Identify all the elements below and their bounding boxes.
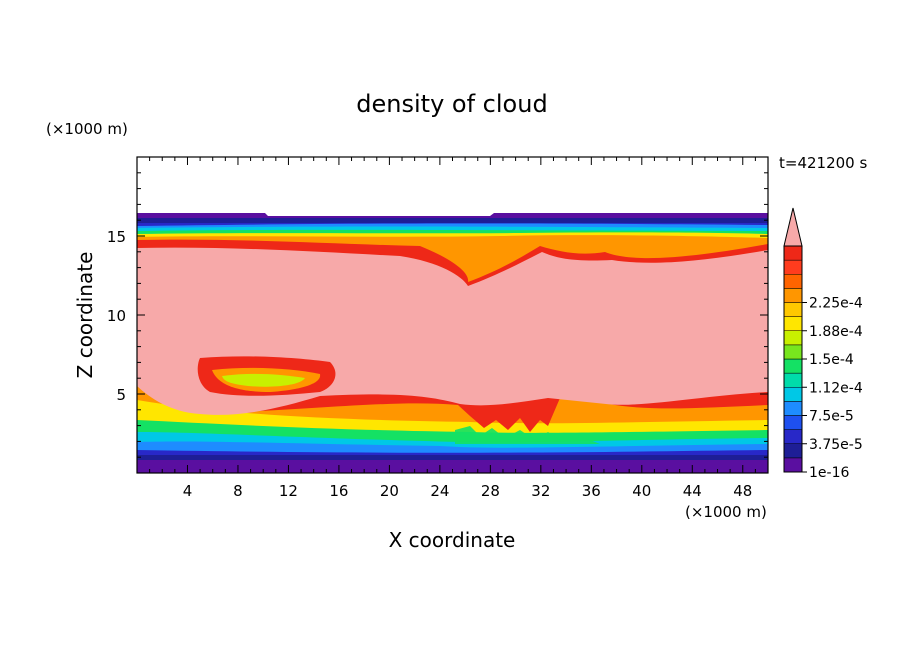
x-tick-label: 16 (329, 482, 348, 500)
filament-yellow (222, 373, 305, 387)
x-tick-labels: 4 8 12 16 20 24 28 32 36 40 44 48 (183, 482, 753, 500)
y-tick-labels: 5 10 15 (107, 228, 126, 404)
colorbar-level (783, 372, 803, 388)
colorbar-level (783, 443, 803, 459)
z-unit-label: (×1000 m) (46, 120, 128, 138)
x-tick-label: 48 (733, 482, 752, 500)
y-tick-label: 5 (116, 386, 126, 404)
colorbar-overflow-triangle (783, 207, 803, 247)
x-tick-label: 20 (380, 482, 399, 500)
colorbar-label: 1.12e-4 (809, 380, 863, 396)
colorbar-level (783, 274, 803, 289)
colorbar-level (783, 358, 803, 374)
x-tick-label: 8 (233, 482, 243, 500)
colorbar-level (783, 344, 803, 360)
colorbar-level (783, 288, 803, 303)
density-field (137, 157, 768, 473)
x-tick-label: 24 (430, 482, 449, 500)
colorbar (783, 207, 803, 473)
colorbar-label: 1e-16 (809, 465, 849, 481)
lower-turbulence (455, 426, 600, 444)
colorbar-label: 2.25e-4 (809, 296, 863, 312)
colorbar-level (783, 415, 803, 430)
colorbar-level (783, 259, 803, 275)
x-tick-label: 40 (632, 482, 651, 500)
x-tick-label: 44 (683, 482, 702, 500)
x-tick-label: 4 (183, 482, 193, 500)
y-tick-label: 10 (107, 307, 126, 325)
chart-title: density of cloud (356, 90, 547, 118)
colorbar-level (783, 457, 803, 473)
y-tick-label: 15 (107, 228, 126, 246)
y-axis-title: Z coordinate (73, 252, 97, 379)
colorbar-level (783, 401, 803, 416)
x-axis-title: X coordinate (389, 528, 516, 552)
time-label: t=421200 s (779, 154, 867, 172)
floor-band (137, 460, 768, 473)
colorbar-level (783, 302, 803, 317)
x-unit-label: (×1000 m) (685, 503, 767, 521)
colorbar-level (783, 330, 803, 346)
x-tick-label: 36 (582, 482, 601, 500)
axis-ticks (137, 157, 768, 473)
colorbar-label: 7.5e-5 (809, 409, 854, 425)
colorbar-level (783, 387, 803, 402)
x-tick-label: 28 (481, 482, 500, 500)
x-tick-label: 12 (279, 482, 298, 500)
colorbar-level (783, 429, 803, 444)
colorbar-label: 1.88e-4 (809, 324, 863, 340)
x-tick-label: 32 (531, 482, 550, 500)
colorbar-label: 3.75e-5 (809, 437, 863, 453)
colorbar-labels: 1e-16 3.75e-5 7.5e-5 1.12e-4 1.5e-4 1.88e-4 2.… (802, 296, 863, 481)
colorbar-level (783, 245, 803, 261)
colorbar-label: 1.5e-4 (809, 352, 854, 368)
colorbar-level (783, 316, 803, 331)
